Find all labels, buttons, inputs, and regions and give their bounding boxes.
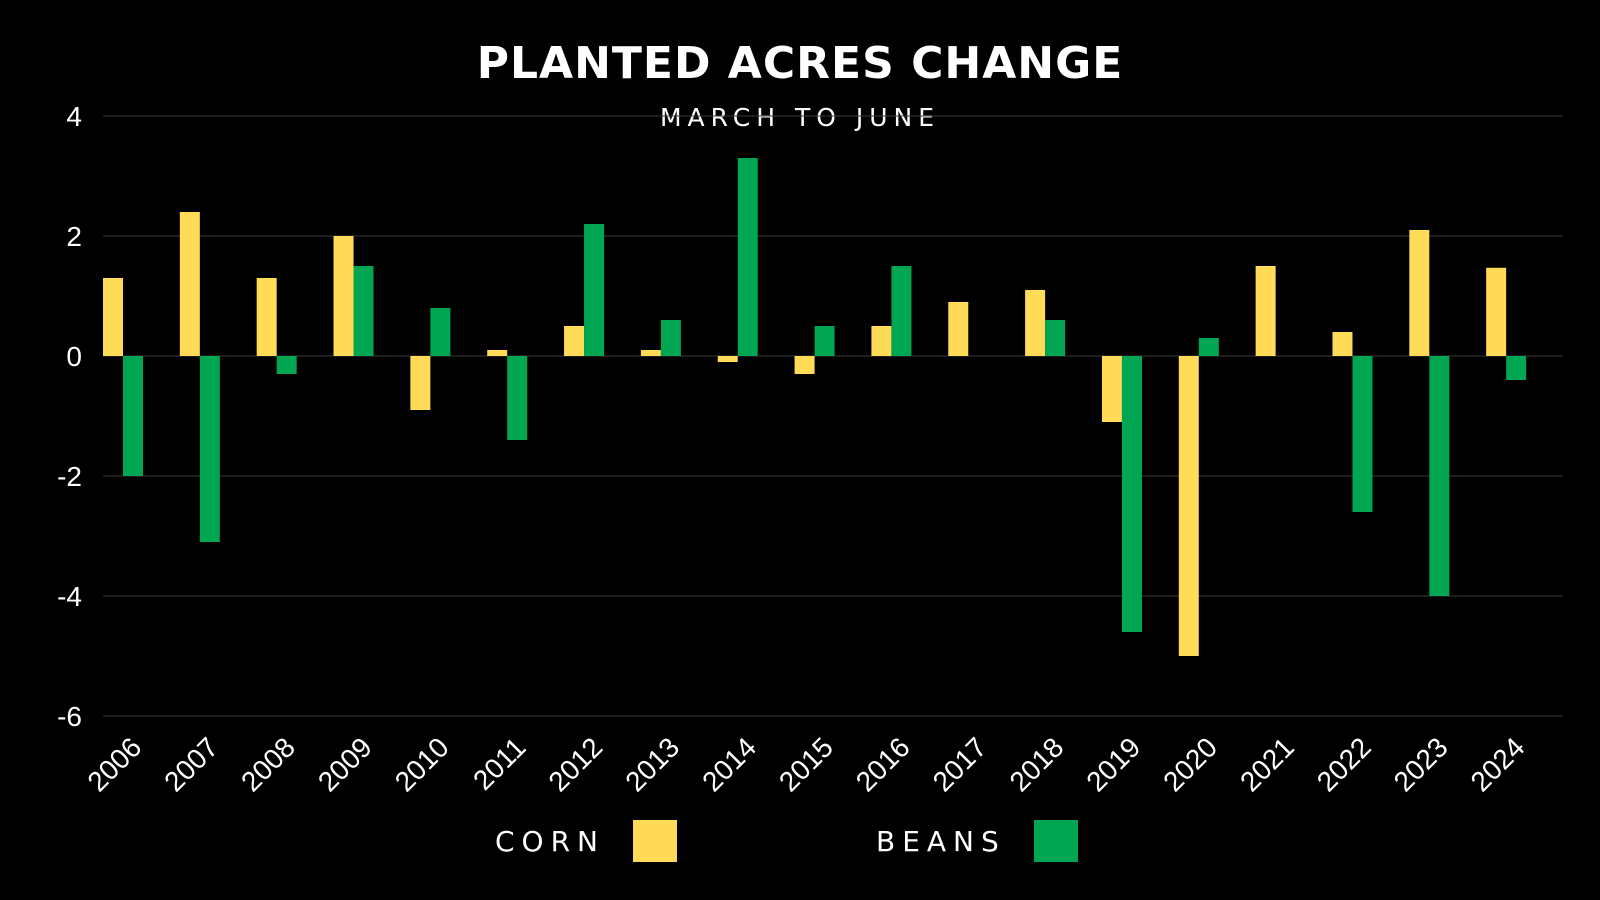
legend-corn: CORN: [495, 820, 677, 862]
x-tick-label: 2007: [158, 731, 224, 797]
bar-beans-2010: [430, 308, 451, 356]
x-tick-label: 2011: [467, 731, 532, 796]
x-tick-label: 2022: [1311, 731, 1377, 797]
bar-corn-2014: [717, 356, 738, 362]
x-tick-label: 2013: [619, 731, 685, 797]
x-tick-label: 2018: [1004, 731, 1070, 797]
legend-corn-label: CORN: [495, 824, 605, 858]
y-tick-label: -4: [57, 581, 82, 612]
bar-beans-2006: [123, 356, 143, 476]
bar-corn-2012: [564, 326, 585, 356]
bar-corn-2011: [487, 350, 508, 356]
x-tick-label: 2006: [81, 731, 147, 797]
bar-beans-2007: [199, 356, 220, 542]
bar-beans-2020: [1198, 338, 1219, 356]
bar-corn-2008: [256, 278, 277, 356]
x-tick-label: 2015: [773, 731, 839, 797]
bar-corn-2022: [1332, 332, 1353, 356]
bar-beans-2022: [1352, 356, 1373, 512]
x-tick-label: 2014: [696, 731, 762, 797]
legend-beans-label: BEANS: [876, 824, 1006, 858]
bar-corn-2016: [871, 326, 892, 356]
bar-corn-2023: [1409, 230, 1430, 356]
bar-beans-2014: [737, 158, 758, 356]
y-tick-label: -6: [57, 701, 82, 732]
legend-beans-swatch: [1033, 820, 1078, 862]
page-title: PLANTED ACRES CHANGE: [476, 38, 1124, 89]
bar-corn-2024: [1486, 267, 1507, 356]
bar-corn-2015: [794, 356, 815, 374]
y-tick-label: -2: [57, 461, 82, 492]
x-tick-label: 2016: [850, 731, 916, 797]
bar-beans-2018: [1045, 320, 1066, 356]
bar-corn-2010: [410, 356, 431, 410]
bar-beans-2009: [353, 266, 374, 356]
bar-beans-2012: [584, 224, 605, 356]
bar-beans-2023: [1429, 356, 1450, 596]
bar-corn-2017: [948, 302, 969, 356]
bar-beans-2013: [660, 320, 681, 356]
x-tick-label: 2009: [312, 731, 378, 797]
bar-corn-2013: [640, 350, 661, 356]
bar-corn-2019: [1101, 356, 1122, 422]
x-tick-label: 2020: [1157, 731, 1223, 797]
x-tick-label: 2008: [235, 731, 301, 797]
y-tick-label: 2: [66, 221, 82, 252]
legend-beans: BEANS: [876, 820, 1078, 862]
x-tick-label: 2017: [927, 731, 993, 797]
x-tick-label: 2021: [1234, 731, 1300, 797]
x-tick-label: 2019: [1080, 731, 1146, 797]
y-tick-label: 4: [66, 101, 82, 132]
x-tick-label: 2012: [542, 731, 608, 797]
bar-corn-2021: [1255, 266, 1276, 356]
bar-corn-2007: [179, 212, 200, 356]
x-tick-label: 2010: [389, 731, 455, 797]
bar-beans-2019: [1121, 356, 1142, 632]
bar-corn-2020: [1178, 356, 1199, 656]
bar-beans-2024: [1506, 356, 1527, 380]
x-tick-label: 2024: [1465, 731, 1531, 797]
bar-beans-2011: [507, 356, 528, 440]
bar-beans-2016: [891, 266, 912, 356]
page-subtitle: MARCH TO JUNE: [659, 103, 941, 132]
legend-corn-swatch: [633, 820, 677, 862]
bar-corn-2006: [103, 278, 123, 356]
y-tick-label: 0: [66, 341, 82, 372]
bar-beans-2015: [814, 326, 835, 356]
x-tick-label: 2023: [1388, 731, 1454, 797]
bar-beans-2008: [276, 356, 297, 374]
bar-corn-2009: [333, 236, 354, 356]
bar-corn-2018: [1025, 290, 1046, 356]
